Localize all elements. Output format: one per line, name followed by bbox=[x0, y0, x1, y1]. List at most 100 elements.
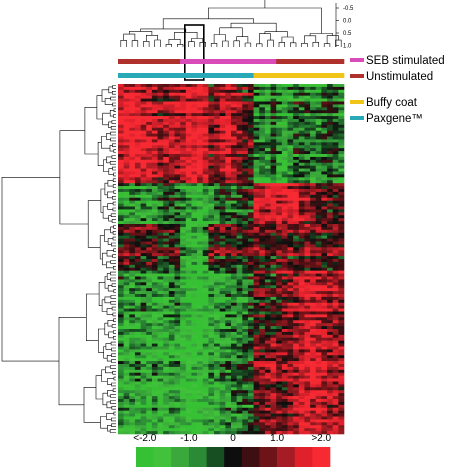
heatmap-cell bbox=[276, 264, 283, 269]
heatmap-cell bbox=[332, 378, 339, 382]
heatmap-cell bbox=[168, 261, 175, 266]
heatmap-cell bbox=[129, 171, 136, 175]
heatmap-cell bbox=[134, 221, 141, 225]
heatmap-cell bbox=[163, 329, 170, 333]
heatmap-cell bbox=[129, 279, 136, 283]
heatmap-cell bbox=[276, 189, 283, 193]
heatmap-cell bbox=[327, 174, 333, 178]
heatmap-cell bbox=[208, 212, 215, 216]
heatmap-cell bbox=[191, 425, 198, 429]
heatmap-cell bbox=[259, 250, 266, 254]
heatmap-cell bbox=[208, 250, 215, 254]
heatmap-cell bbox=[304, 340, 311, 344]
heatmap-cell bbox=[281, 107, 288, 111]
heatmap-cell bbox=[236, 320, 243, 324]
heatmap-cell bbox=[151, 393, 158, 397]
heatmap-cell bbox=[276, 407, 283, 411]
heatmap-cell bbox=[264, 154, 271, 158]
heatmap-cell bbox=[276, 261, 283, 266]
heatmap-cell bbox=[118, 329, 124, 333]
heatmap-cell bbox=[134, 343, 141, 347]
heatmap-cell bbox=[214, 253, 220, 257]
heatmap-cell bbox=[180, 334, 187, 339]
heatmap-cell bbox=[219, 352, 226, 356]
heatmap-cell bbox=[270, 267, 277, 271]
heatmap-cell bbox=[304, 232, 311, 236]
heatmap-cell bbox=[168, 393, 175, 397]
heatmap-cell bbox=[185, 168, 192, 172]
heatmap-cell bbox=[134, 218, 141, 222]
heatmap-cell bbox=[253, 221, 260, 225]
heatmap-cell bbox=[185, 162, 192, 166]
heatmap-cell bbox=[276, 142, 283, 146]
heatmap-cell bbox=[315, 279, 322, 283]
heatmap-cell bbox=[168, 101, 175, 105]
heatmap-cell bbox=[140, 226, 147, 231]
heatmap-cell bbox=[315, 285, 322, 289]
heatmap-cell bbox=[310, 282, 317, 286]
heatmap-cell bbox=[327, 113, 333, 117]
heatmap-cell bbox=[134, 358, 141, 362]
heatmap-cell bbox=[287, 407, 294, 411]
heatmap-cell bbox=[287, 366, 294, 371]
heatmap-cell bbox=[134, 241, 141, 245]
heatmap-cell bbox=[315, 364, 322, 368]
heatmap-cell bbox=[197, 259, 204, 263]
heatmap-cell bbox=[298, 299, 305, 304]
heatmap-cell bbox=[332, 399, 339, 403]
heatmap-cell bbox=[338, 422, 345, 426]
heatmap-cell bbox=[270, 375, 277, 379]
heatmap-cell bbox=[157, 174, 164, 178]
heatmap-cell bbox=[259, 349, 266, 353]
heatmap-cell bbox=[298, 352, 305, 356]
heatmap-cell bbox=[140, 203, 147, 207]
heatmap-cell bbox=[225, 92, 232, 96]
heatmap-cell bbox=[219, 259, 226, 263]
heatmap-cell bbox=[310, 366, 317, 371]
heatmap-cell bbox=[123, 372, 130, 376]
dendrogram-link bbox=[110, 295, 116, 299]
heatmap-cell bbox=[310, 130, 317, 134]
heatmap-cell bbox=[191, 183, 198, 187]
heatmap-cell bbox=[185, 244, 192, 248]
heatmap-cell bbox=[214, 183, 220, 187]
heatmap-cell bbox=[219, 203, 226, 207]
heatmap-cell bbox=[123, 276, 130, 280]
heatmap-cell bbox=[259, 366, 266, 371]
heatmap-cell bbox=[180, 413, 187, 417]
heatmap-cell bbox=[219, 273, 226, 277]
heatmap-cell bbox=[287, 89, 294, 94]
heatmap-cell bbox=[315, 133, 322, 137]
heatmap-cell bbox=[174, 349, 181, 353]
heatmap-cell bbox=[163, 206, 170, 210]
heatmap-cell bbox=[163, 323, 170, 327]
heatmap-cell bbox=[304, 358, 311, 362]
heatmap-cell bbox=[202, 326, 209, 330]
heatmap-cell bbox=[242, 206, 249, 210]
heatmap-cell bbox=[208, 203, 215, 207]
heatmap-cell bbox=[225, 285, 232, 289]
heatmap-cell bbox=[242, 428, 249, 432]
heatmap-cell bbox=[219, 384, 226, 388]
heatmap-cell bbox=[304, 203, 311, 207]
heatmap-cell bbox=[315, 250, 322, 254]
heatmap-cell bbox=[123, 194, 130, 199]
heatmap-cell bbox=[259, 311, 266, 315]
heatmap-cell bbox=[315, 156, 322, 161]
heatmap-cell bbox=[185, 95, 192, 99]
heatmap-cell bbox=[315, 151, 322, 155]
heatmap-cell bbox=[264, 107, 271, 111]
heatmap-cell bbox=[151, 244, 158, 248]
heatmap-cell bbox=[140, 299, 147, 304]
heatmap-cell bbox=[174, 270, 181, 274]
heatmap-cell bbox=[157, 294, 164, 298]
heatmap-cell bbox=[174, 407, 181, 411]
heatmap-cell bbox=[321, 369, 328, 374]
heatmap-cell bbox=[151, 334, 158, 339]
heatmap-cell bbox=[118, 410, 124, 414]
heatmap-cell bbox=[197, 302, 204, 306]
heatmap-cell bbox=[287, 136, 294, 140]
heatmap-cell bbox=[231, 121, 237, 126]
heatmap-cell bbox=[146, 186, 153, 190]
heatmap-cell bbox=[231, 399, 237, 403]
